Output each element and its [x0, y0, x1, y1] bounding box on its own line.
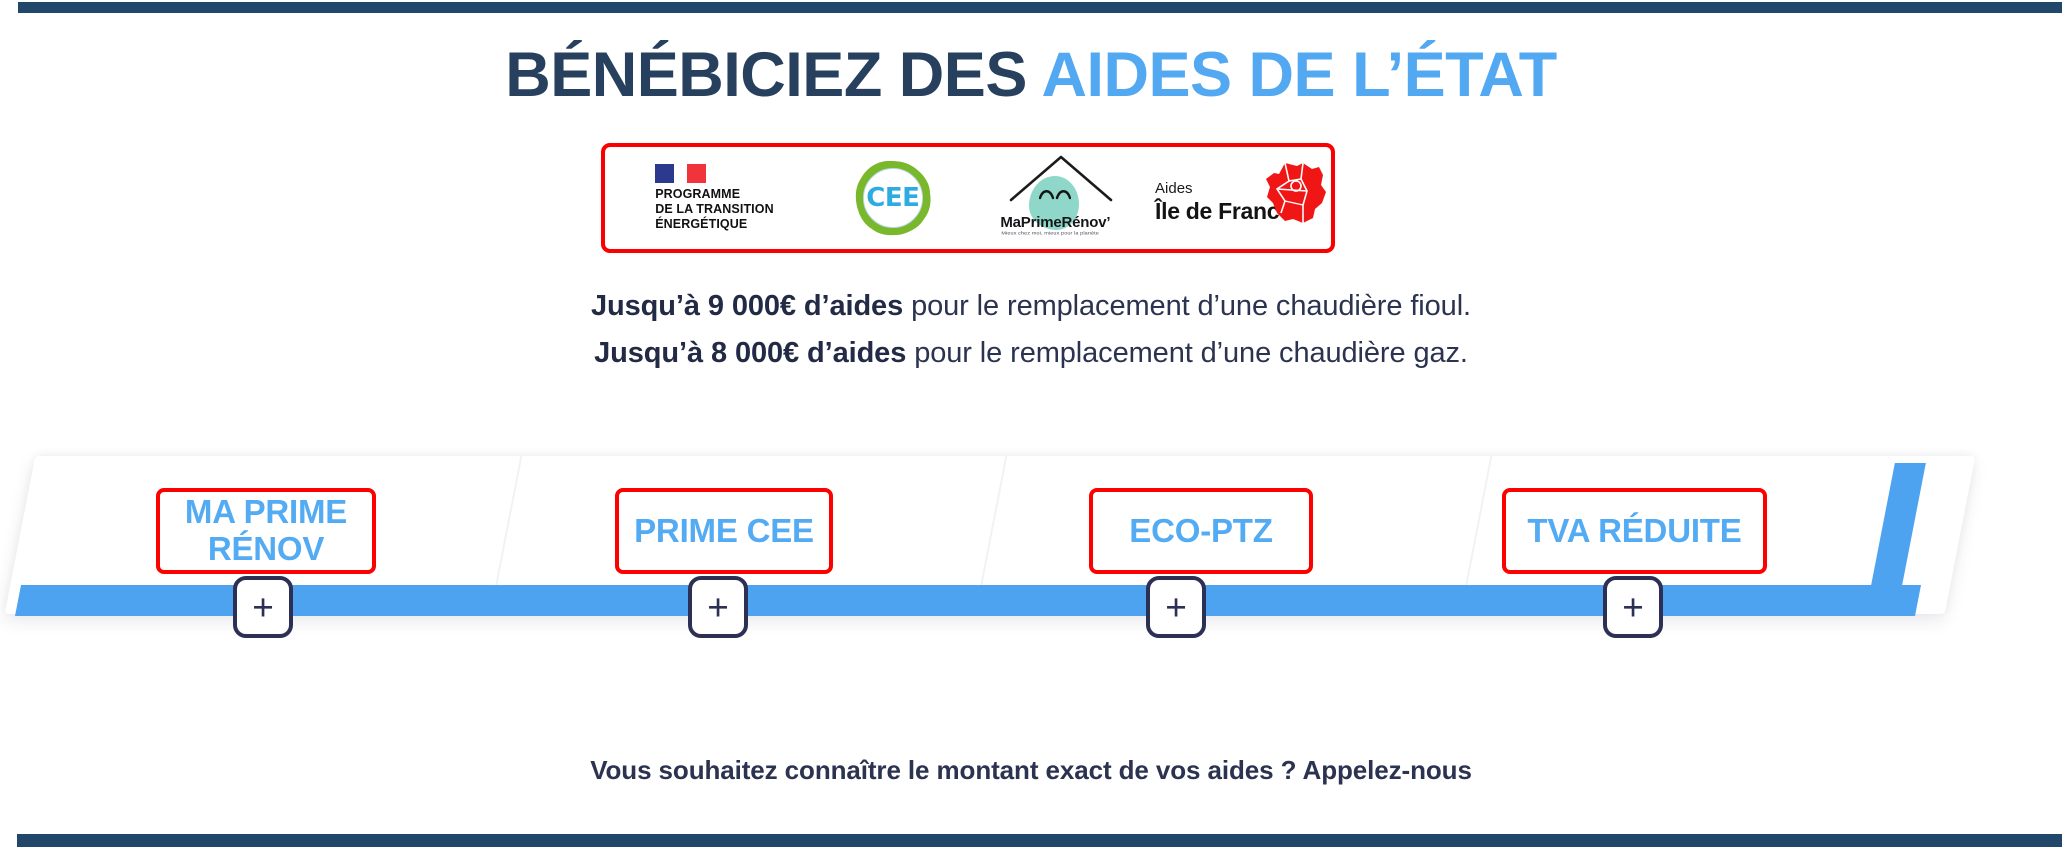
aid-box-label: PRIME CEE	[634, 511, 814, 549]
ile-de-france-map-icon	[1266, 162, 1327, 223]
maprimerenov-tagline: Mieux chez moi, mieux pour la planète	[1001, 231, 1099, 237]
aid-box-ma-prime-renov[interactable]: MA PRIME RÉNOV	[156, 488, 376, 574]
aid-box-label: ECO-PTZ	[1129, 511, 1273, 549]
aid-amount-bold: Jusqu’à 9 000€ d’aides	[590, 290, 904, 322]
expand-button-tva-reduite[interactable]: +	[1603, 576, 1663, 638]
logo-slot-cee: CEE	[818, 147, 968, 249]
logo-slot-pte: PROGRAMME DE LA TRANSITION ÉNERGÉTIQUE	[605, 147, 818, 249]
aids-ribbon: MA PRIME RÉNOV PRIME CEE ECO-PTZ TVA RÉD…	[0, 440, 2062, 660]
aid-box-label: MA PRIME RÉNOV	[184, 493, 348, 567]
aid-amount-lines: Jusqu’à 9 000€ d’aides pour le remplacem…	[0, 283, 2062, 378]
smiling-eyes-icon	[1039, 190, 1072, 200]
page-title-part-blue: AIDES DE L’ÉTAT	[1041, 40, 1558, 110]
cee-logo-text: CEE	[866, 183, 920, 213]
pte-logo-text: PROGRAMME DE LA TRANSITION ÉNERGÉTIQUE	[655, 186, 774, 232]
aid-amount-bold: Jusqu’à 8 000€ d’aides	[594, 337, 907, 370]
plus-icon: +	[1622, 586, 1644, 628]
plus-icon: +	[252, 586, 274, 628]
house-roof-icon	[1010, 155, 1113, 202]
idf-logo-text: Aides Île de France	[1155, 180, 1292, 224]
french-flag-icon	[655, 163, 774, 183]
aid-amount-line: Jusqu’à 8 000€ d’aides pour le remplacem…	[0, 330, 2062, 377]
cee-logo: CEE	[855, 161, 930, 235]
aides-ile-de-france-logo: Aides Île de France	[1155, 159, 1331, 237]
aid-box-label: TVA RÉDUITE	[1527, 511, 1742, 549]
logo-slot-maprimerenov: MaPrimeRénov’ Mieux chez moi, mieux pour…	[968, 147, 1155, 249]
contact-prompt: Vous souhaitez connaître le montant exac…	[590, 755, 1472, 785]
aid-amount-rest: pour le remplacement d’une chaudière gaz…	[906, 337, 1468, 370]
expand-button-prime-cee[interactable]: +	[688, 576, 748, 638]
page-title-part-dark: BÉNÉBICIEZ DES	[505, 40, 1042, 110]
bottom-divider-rule	[17, 834, 2062, 847]
aid-box-tva-reduite[interactable]: TVA RÉDUITE	[1502, 488, 1767, 574]
aid-amount-rest: pour le remplacement d’une chaudière fio…	[903, 290, 1472, 322]
plus-icon: +	[707, 586, 729, 628]
partner-logos-band: PROGRAMME DE LA TRANSITION ÉNERGÉTIQUE C…	[601, 143, 1335, 253]
logo-slot-ile-de-france: Aides Île de France	[1155, 147, 1331, 249]
aid-box-prime-cee[interactable]: PRIME CEE	[615, 488, 833, 574]
aid-amount-line: Jusqu’à 9 000€ d’aides pour le remplacem…	[0, 283, 2062, 330]
programme-transition-energetique-logo: PROGRAMME DE LA TRANSITION ÉNERGÉTIQUE	[649, 163, 774, 233]
expand-button-ma-prime-renov[interactable]: +	[233, 576, 293, 638]
page-title: BÉNÉBICIEZ DES AIDES DE L’ÉTAT	[0, 42, 2062, 108]
cee-logo-inner-circle: CEE	[862, 168, 923, 228]
maprimerenov-face-blob	[1029, 176, 1080, 230]
maprimerenov-logo: MaPrimeRénov’ Mieux chez moi, mieux pour…	[987, 152, 1135, 244]
maprimerenov-wordmark: MaPrimeRénov’	[1000, 214, 1111, 231]
idf-logo-line2: Île de France	[1155, 197, 1292, 224]
expand-button-eco-ptz[interactable]: +	[1146, 576, 1206, 638]
plus-icon: +	[1165, 586, 1187, 628]
aid-box-eco-ptz[interactable]: ECO-PTZ	[1089, 488, 1313, 574]
top-divider-rule	[18, 2, 2062, 13]
idf-logo-line1: Aides	[1155, 180, 1193, 197]
